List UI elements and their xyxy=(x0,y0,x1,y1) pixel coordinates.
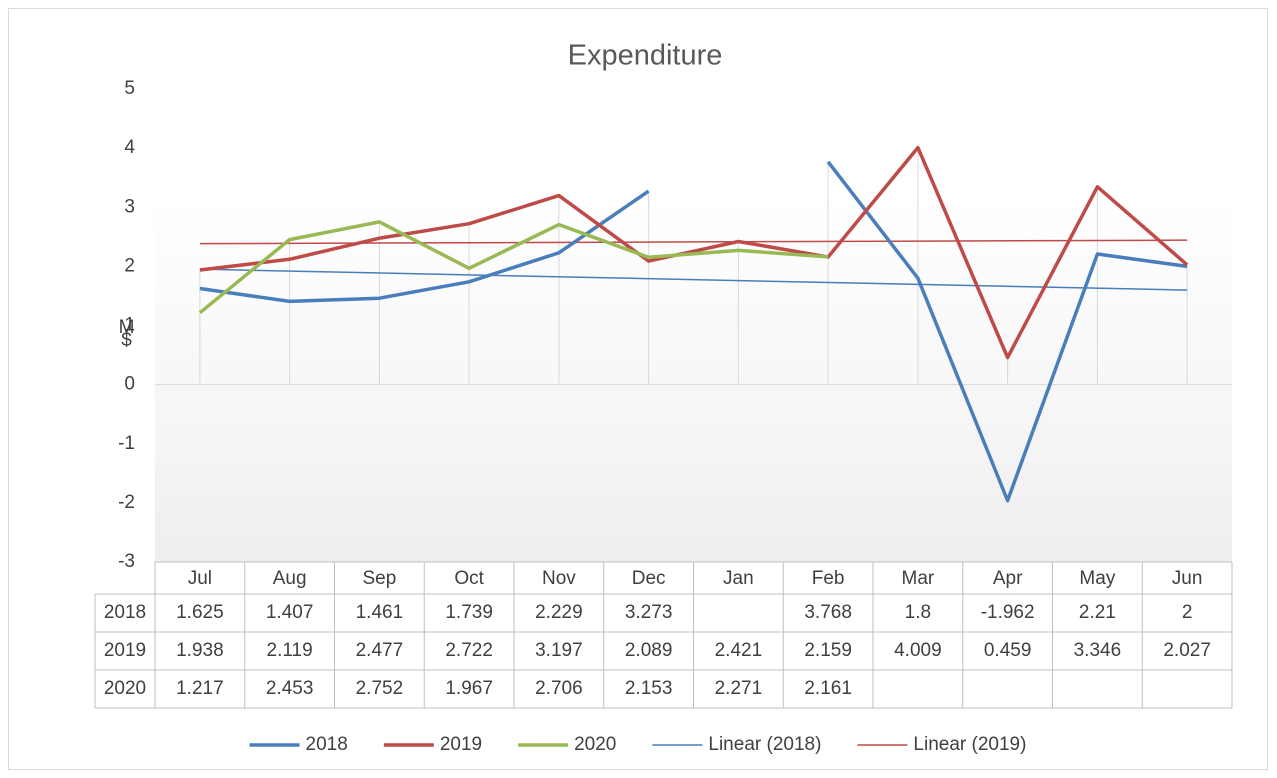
table-cell: 3.346 xyxy=(1074,640,1122,661)
y-tick-label: 4 xyxy=(124,137,135,158)
series-line xyxy=(199,160,1188,503)
table-cell: 2.21 xyxy=(1079,602,1116,623)
table-cell: 1.739 xyxy=(445,602,493,623)
table-cell: 2.153 xyxy=(625,678,673,699)
table-cell: 2.752 xyxy=(356,678,404,699)
x-tick-label: Aug xyxy=(273,568,307,589)
y-tick-label: -2 xyxy=(118,492,135,513)
legend-label: 2019 xyxy=(440,734,482,755)
series-line xyxy=(199,145,1189,360)
table-row-label: 2020 xyxy=(104,678,146,699)
table-cell: 1.625 xyxy=(176,602,224,623)
table-cell: 1.938 xyxy=(176,640,224,661)
trend-line xyxy=(199,268,1188,291)
table-cell: 2.089 xyxy=(625,640,673,661)
table-cell: 2.271 xyxy=(715,678,763,699)
legend-label: Linear (2019) xyxy=(913,734,1026,755)
x-tick-label: Jun xyxy=(1172,568,1203,589)
table-cell: 2.159 xyxy=(804,640,852,661)
table-row-label: 2019 xyxy=(104,640,146,661)
table-cell: 2.421 xyxy=(715,640,763,661)
table-cell: 1.217 xyxy=(176,678,224,699)
x-tick-label: Jul xyxy=(188,568,212,589)
table-cell: -1.962 xyxy=(981,602,1035,623)
table-cell: 2.477 xyxy=(356,640,404,661)
y-tick-label: -1 xyxy=(118,433,135,454)
y-tick-label: 3 xyxy=(124,196,135,217)
x-tick-label: Feb xyxy=(812,568,845,589)
table-cell: 1.407 xyxy=(266,602,314,623)
y-tick-label: 5 xyxy=(124,78,135,99)
y-axis-label: M$ xyxy=(116,317,137,348)
table-cell: 1.461 xyxy=(356,602,404,623)
table-cell: 0.459 xyxy=(984,640,1032,661)
table-cell: 4.009 xyxy=(894,640,942,661)
y-tick-label: 2 xyxy=(124,255,135,276)
table-cell: 1.8 xyxy=(905,602,931,623)
table-cell: 3.197 xyxy=(535,640,583,661)
x-tick-label: May xyxy=(1079,568,1115,589)
table-cell: 2.161 xyxy=(804,678,852,699)
x-tick-label: Jan xyxy=(723,568,754,589)
table-cell: 3.768 xyxy=(804,602,852,623)
x-tick-label: Nov xyxy=(542,568,576,589)
series-line xyxy=(198,220,829,315)
x-tick-label: Oct xyxy=(454,568,484,589)
table-cell: 2.722 xyxy=(445,640,493,661)
table-cell: 2.453 xyxy=(266,678,314,699)
x-tick-label: Dec xyxy=(632,568,666,589)
x-tick-label: Sep xyxy=(362,568,396,589)
x-tick-label: Apr xyxy=(993,568,1023,589)
legend-label: 2020 xyxy=(574,734,616,755)
chart-title: Expenditure xyxy=(568,40,723,72)
table-cell: 3.273 xyxy=(625,602,673,623)
table-cell: 2.706 xyxy=(535,678,583,699)
table-cell: 2.229 xyxy=(535,602,583,623)
x-tick-label: Mar xyxy=(902,568,935,589)
table-cell: 2.027 xyxy=(1163,640,1211,661)
y-tick-label: 0 xyxy=(124,374,135,395)
table-cell: 2 xyxy=(1182,602,1193,623)
legend-label: 2018 xyxy=(306,734,348,755)
y-tick-label: -3 xyxy=(118,551,135,572)
table-row-label: 2018 xyxy=(104,602,146,623)
y-tick-label: 1 xyxy=(124,315,135,336)
table-cell: 1.967 xyxy=(445,678,493,699)
legend-label: Linear (2018) xyxy=(708,734,821,755)
table-cell: 2.119 xyxy=(267,640,313,661)
